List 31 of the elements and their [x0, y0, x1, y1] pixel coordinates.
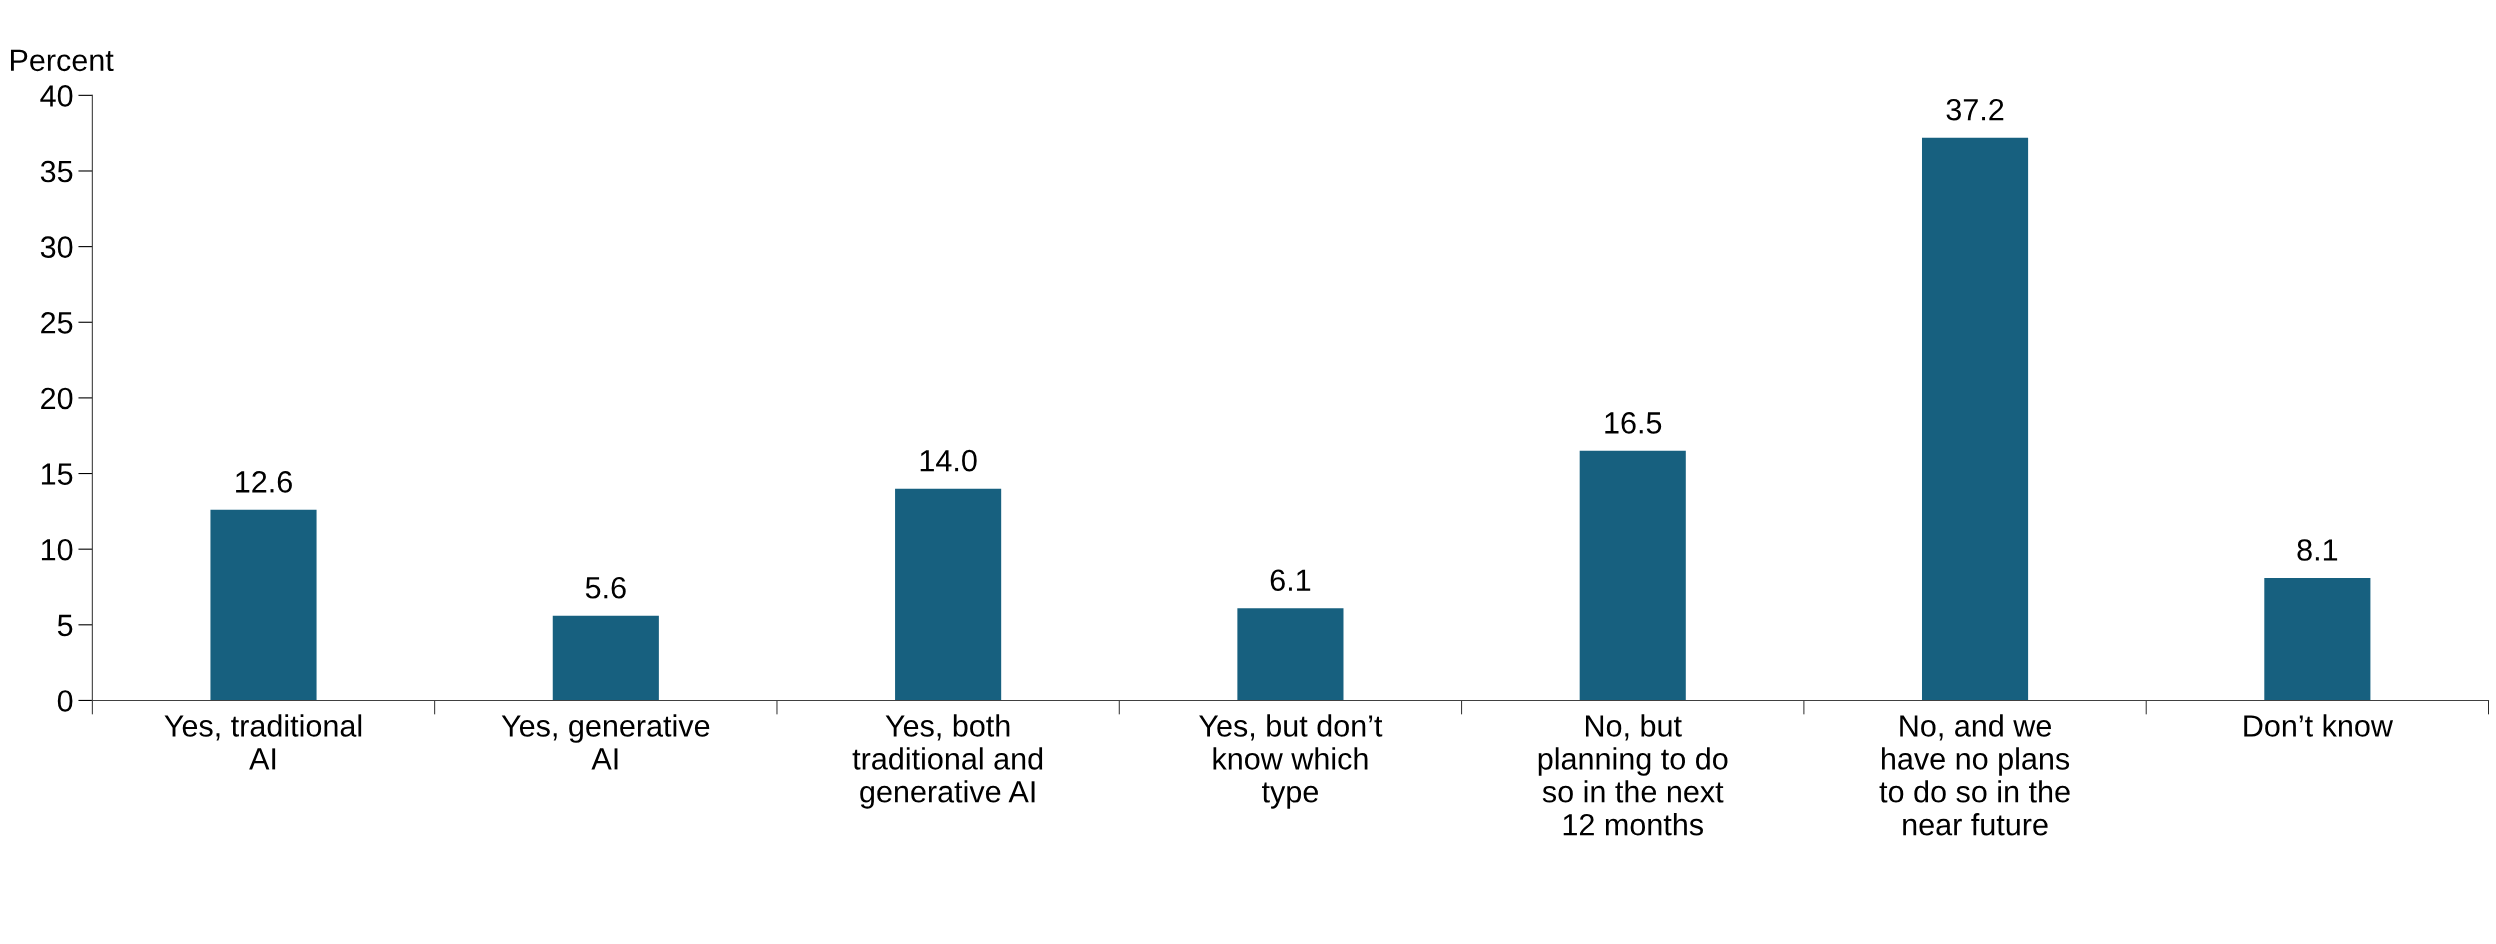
data-label: 5.6 [585, 576, 626, 599]
data-label: 37.2 [1946, 98, 2004, 121]
x-tick-label: No, but planning to do so in the next 12 months [1538, 714, 1728, 836]
bar [895, 488, 1002, 701]
x-tick-label: Don’t know [2244, 714, 2394, 737]
y-tick-label: 10 [41, 538, 73, 561]
x-tick-label: No, and we have no plans to do so in the near future [1879, 714, 2070, 836]
data-label: 12.6 [236, 471, 292, 493]
bar [1579, 450, 1686, 701]
y-axis-title: Percent [10, 49, 114, 72]
y-tick-label: 15 [41, 463, 73, 485]
bar [1237, 608, 1344, 701]
x-tick-label: Yes, but don’t know which type [1199, 714, 1383, 809]
bar [552, 615, 659, 701]
y-tick-label: 40 [40, 85, 73, 107]
data-label: 16.5 [1605, 412, 1662, 434]
y-tick-label: 0 [57, 690, 73, 712]
y-tick-label: 35 [40, 160, 73, 183]
x-tick-label: Yes, traditional AI [164, 714, 362, 770]
y-tick-label: 30 [40, 236, 73, 258]
data-label: 6.1 [1270, 569, 1311, 592]
data-label: 14.0 [920, 449, 977, 472]
bar [210, 509, 317, 701]
y-tick-label: 25 [41, 311, 73, 334]
x-tick-label: Yes, generative AI [501, 714, 710, 770]
y-tick-label: 20 [41, 387, 73, 410]
bar [1921, 137, 2029, 701]
data-label: 8.1 [2297, 539, 2338, 561]
bar [2264, 577, 2371, 701]
x-tick-label: Yes, both traditional and generative AI [852, 714, 1043, 809]
y-tick-label: 5 [57, 614, 73, 637]
